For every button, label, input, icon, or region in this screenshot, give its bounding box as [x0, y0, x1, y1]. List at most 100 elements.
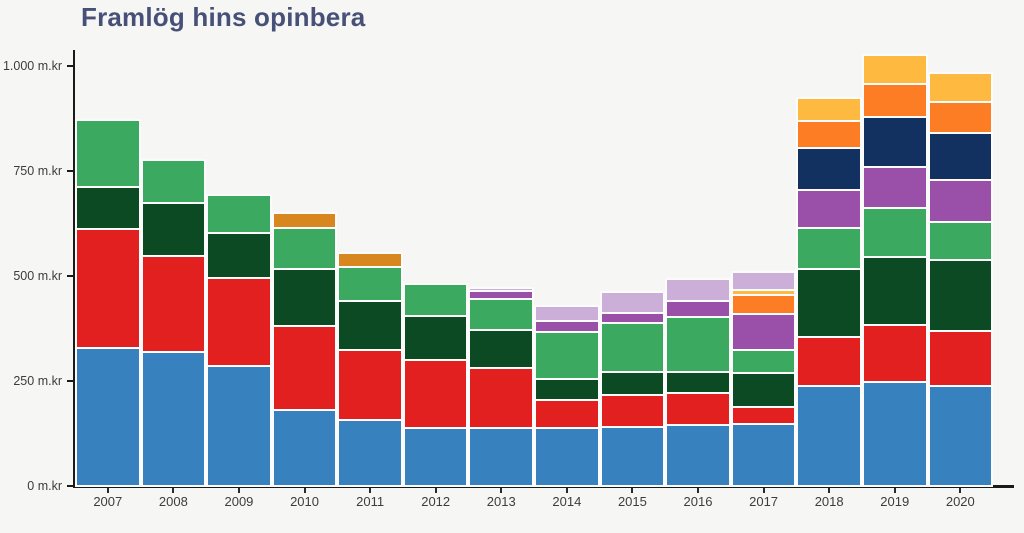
bar-segment-blue-2011[interactable] [338, 420, 402, 486]
bar-segment-green-2017[interactable] [731, 349, 796, 373]
bar-segment-red-2012[interactable] [403, 360, 468, 428]
bar-segment-blue-2017[interactable] [731, 423, 796, 486]
bar-segment-red-2016[interactable] [666, 393, 730, 426]
bar-segment-green-2010[interactable] [272, 227, 337, 270]
bar-segment-red-2014[interactable] [535, 399, 599, 428]
bar-2010[interactable] [272, 213, 337, 486]
bar-segment-dark-green-2019[interactable] [862, 256, 927, 326]
bar-segment-dark-green-2007[interactable] [76, 187, 140, 229]
bar-segment-lavender-2016[interactable] [666, 278, 730, 301]
bar-segment-orange-2020[interactable] [928, 101, 993, 134]
bar-segment-blue-2014[interactable] [535, 427, 599, 486]
bar-2013[interactable] [469, 288, 534, 486]
bar-segment-purple-2018[interactable] [797, 189, 861, 229]
bar-segment-green-2020[interactable] [928, 221, 993, 260]
bar-segment-blue-2018[interactable] [797, 386, 861, 486]
bar-segment-green-2008[interactable] [141, 160, 206, 203]
bar-2015[interactable] [600, 291, 665, 486]
bar-segment-purple-2016[interactable] [666, 300, 730, 318]
bar-segment-ochre-2011[interactable] [338, 252, 402, 267]
bar-2019[interactable] [862, 54, 927, 486]
bar-segment-blue-2013[interactable] [469, 428, 534, 486]
bar-2012[interactable] [403, 284, 468, 486]
bar-segment-red-2015[interactable] [600, 394, 665, 427]
bar-segment-green-2018[interactable] [797, 228, 861, 270]
bar-segment-navy-2019[interactable] [862, 116, 927, 168]
bar-segment-blue-2015[interactable] [600, 426, 665, 486]
bar-segment-red-2019[interactable] [862, 325, 927, 382]
bar-segment-lavender-2017[interactable] [731, 271, 796, 290]
bar-segment-green-2015[interactable] [600, 322, 665, 372]
bar-segment-dark-green-2014[interactable] [535, 378, 599, 400]
bar-2016[interactable] [666, 278, 730, 486]
bar-segment-purple-2017[interactable] [731, 314, 796, 350]
bar-2020[interactable] [928, 73, 993, 486]
bar-segment-green-2013[interactable] [469, 299, 534, 331]
bar-segment-purple-2013[interactable] [469, 291, 534, 300]
bar-segment-blue-2010[interactable] [272, 410, 337, 486]
bar-segment-dark-green-2017[interactable] [731, 372, 796, 407]
bar-segment-dark-green-2015[interactable] [600, 371, 665, 395]
bar-segment-dark-green-2018[interactable] [797, 269, 861, 337]
bar-segment-yellow-2017[interactable] [731, 289, 796, 295]
bar-segment-green-2016[interactable] [666, 317, 730, 372]
bar-segment-blue-2019[interactable] [862, 381, 927, 486]
bar-segment-navy-2018[interactable] [797, 147, 861, 190]
bar-segment-ochre-2010[interactable] [272, 213, 337, 228]
bar-segment-green-2007[interactable] [76, 120, 140, 188]
bar-segment-green-2009[interactable] [207, 195, 271, 233]
bar-2018[interactable] [797, 98, 861, 486]
bar-segment-red-2007[interactable] [76, 228, 140, 349]
bar-segment-orange-2018[interactable] [797, 120, 861, 148]
x-axis-cell-2015: 2015 [601, 488, 665, 509]
bar-segment-lavender-2015[interactable] [600, 291, 665, 313]
bar-segment-purple-2014[interactable] [535, 320, 599, 332]
bar-2008[interactable] [141, 160, 206, 486]
bar-2017[interactable] [731, 271, 796, 486]
x-axis-label-2007: 2007 [93, 494, 123, 509]
bar-segment-red-2009[interactable] [207, 277, 271, 366]
bar-segment-purple-2015[interactable] [600, 312, 665, 323]
bar-2009[interactable] [207, 195, 271, 486]
bar-segment-red-2018[interactable] [797, 336, 861, 386]
bar-segment-lavender-2013[interactable] [469, 288, 534, 292]
bar-segment-green-2019[interactable] [862, 208, 927, 257]
bar-segment-dark-green-2008[interactable] [141, 202, 206, 256]
bar-segment-yellow-2019[interactable] [862, 54, 927, 84]
bar-segment-red-2017[interactable] [731, 406, 796, 424]
bar-segment-orange-2019[interactable] [862, 83, 927, 117]
bar-segment-dark-green-2013[interactable] [469, 330, 534, 368]
bar-segment-green-2011[interactable] [338, 266, 402, 302]
bar-segment-purple-2019[interactable] [862, 167, 927, 209]
bar-segment-dark-green-2010[interactable] [272, 269, 337, 326]
bar-segment-purple-2020[interactable] [928, 179, 993, 222]
bar-segment-green-2014[interactable] [535, 331, 599, 379]
bar-segment-blue-2008[interactable] [141, 352, 206, 486]
bar-segment-red-2020[interactable] [928, 331, 993, 386]
bar-segment-dark-green-2011[interactable] [338, 301, 402, 350]
bar-2014[interactable] [535, 305, 599, 486]
bar-segment-dark-green-2009[interactable] [207, 232, 271, 278]
bar-2011[interactable] [338, 252, 402, 486]
bar-segment-yellow-2018[interactable] [797, 98, 861, 121]
bar-segment-blue-2012[interactable] [403, 427, 468, 486]
bar-segment-blue-2009[interactable] [207, 365, 271, 486]
bar-segment-lavender-2014[interactable] [535, 305, 599, 321]
bar-2007[interactable] [76, 120, 140, 486]
bar-segment-orange-2017[interactable] [731, 294, 796, 315]
bar-segment-blue-2016[interactable] [666, 425, 730, 486]
x-axis-cell-2013: 2013 [469, 488, 533, 509]
bar-segment-yellow-2020[interactable] [928, 73, 993, 102]
bar-segment-red-2010[interactable] [272, 325, 337, 410]
bar-segment-navy-2020[interactable] [928, 133, 993, 180]
bar-segment-dark-green-2020[interactable] [928, 260, 993, 331]
bar-segment-blue-2007[interactable] [76, 348, 140, 486]
bar-segment-red-2008[interactable] [141, 255, 206, 353]
bar-segment-dark-green-2016[interactable] [666, 371, 730, 394]
bar-segment-blue-2020[interactable] [928, 386, 993, 486]
bar-segment-dark-green-2012[interactable] [403, 315, 468, 361]
bar-segment-red-2013[interactable] [469, 367, 534, 428]
bar-segment-red-2011[interactable] [338, 349, 402, 421]
bar-segment-green-2012[interactable] [403, 284, 468, 316]
